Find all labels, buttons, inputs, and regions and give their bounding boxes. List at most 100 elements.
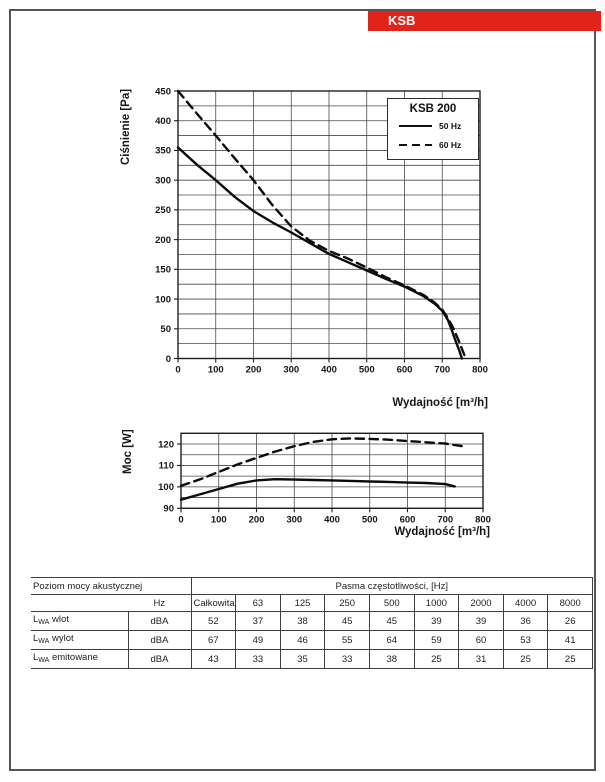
svg-text:100: 100 [155, 294, 171, 305]
svg-text:600: 600 [397, 365, 413, 376]
table-row-outlet: LWA wylot dBA 67 49 46 55 64 59 60 53 41 [31, 630, 593, 650]
table-cell: 38 [369, 649, 415, 669]
svg-text:500: 500 [359, 365, 375, 376]
table-cell: 39 [414, 611, 460, 631]
svg-text:0: 0 [175, 365, 180, 376]
svg-text:600: 600 [400, 514, 416, 525]
band-header: 125 [280, 594, 326, 612]
table-cell: 25 [414, 649, 460, 669]
table-cell: 33 [324, 649, 370, 669]
table-row-inlet: LWA wlot dBA 52 37 38 45 45 39 39 36 26 [31, 611, 593, 631]
svg-text:110: 110 [159, 461, 174, 472]
table-cell: 36 [503, 611, 549, 631]
acoustic-power-table: Poziom mocy akustycznej Pasma częstotliw… [31, 577, 594, 669]
svg-text:350: 350 [155, 146, 171, 157]
flow-axis-title-1: Wydajność [m³/h] [392, 397, 488, 409]
band-header: Całkowita [191, 594, 237, 612]
legend-title: KSB 200 [409, 103, 457, 115]
svg-text:300: 300 [283, 365, 299, 376]
legend-label-50hz: 50 Hz [439, 121, 462, 131]
svg-text:400: 400 [321, 365, 337, 376]
svg-text:800: 800 [475, 514, 491, 525]
table-title: Poziom mocy akustycznej [31, 577, 192, 595]
bands-header: Pasma częstotliwości, [Hz] [191, 577, 594, 595]
band-header: 500 [369, 594, 415, 612]
curve-50-hz [176, 146, 464, 360]
dashed-line-icon [399, 143, 432, 147]
svg-text:500: 500 [362, 514, 378, 525]
table-cell: 39 [458, 611, 504, 631]
table-cell: 67 [191, 630, 237, 650]
solid-line-icon [399, 124, 432, 128]
svg-text:300: 300 [286, 514, 302, 525]
legend-entry-50hz: 50 Hz [388, 118, 478, 134]
band-header: 63 [235, 594, 281, 612]
table-cell: 60 [458, 630, 504, 650]
flow-axis-title-2: Wydajność [m³/h] [394, 526, 490, 538]
band-header: 2000 [458, 594, 504, 612]
table-cell: 26 [547, 611, 593, 631]
svg-text:250: 250 [155, 205, 171, 216]
svg-text:150: 150 [155, 265, 171, 276]
table-cell: 45 [369, 611, 415, 631]
svg-text:120: 120 [158, 439, 174, 450]
row-label: LWA wlot [31, 611, 129, 631]
table-cell: 25 [503, 649, 549, 669]
table-cell: 46 [280, 630, 326, 650]
band-header: 8000 [547, 594, 593, 612]
svg-text:0: 0 [166, 354, 171, 365]
svg-text:200: 200 [249, 514, 265, 525]
svg-text:100: 100 [208, 365, 224, 376]
table-cell: 43 [191, 649, 237, 669]
table-cell: 33 [235, 649, 281, 669]
brand-label: KSB [388, 13, 416, 28]
svg-text:100: 100 [158, 482, 174, 493]
svg-text:0: 0 [178, 514, 183, 525]
table-cell: 41 [547, 630, 593, 650]
chart-legend: KSB 200 50 Hz 60 Hz [387, 98, 479, 160]
table-cell: 25 [547, 649, 593, 669]
svg-text:50: 50 [160, 324, 171, 335]
table-cell: 53 [503, 630, 549, 650]
svg-text:700: 700 [437, 514, 453, 525]
table-cell: 49 [235, 630, 281, 650]
svg-text:400: 400 [324, 514, 340, 525]
table-cell: 52 [191, 611, 237, 631]
table-cell: 55 [324, 630, 370, 650]
table-cell: 59 [414, 630, 460, 650]
svg-text:200: 200 [246, 365, 262, 376]
empty-cell [31, 595, 128, 612]
svg-text:700: 700 [434, 365, 450, 376]
table-cell: 37 [235, 611, 281, 631]
table-cell: 35 [280, 649, 326, 669]
curve-60-hz [176, 89, 467, 360]
svg-text:300: 300 [155, 175, 171, 186]
row-unit: dBA [128, 611, 192, 631]
legend-entry-60hz: 60 Hz [388, 137, 478, 153]
svg-text:450: 450 [155, 86, 171, 97]
svg-text:90: 90 [163, 504, 174, 515]
row-label: LWA emitowane [31, 649, 129, 669]
table-row-emitted: LWA emitowane dBA 43 33 35 33 38 25 31 2… [31, 649, 593, 669]
power-flow-chart: 0 100 200 300 400 500 600 700 800 90 100 110 120 [158, 432, 491, 525]
pressure-axis-title: Ciśnienie [Pa] [120, 88, 132, 165]
table-header-row-1: Poziom mocy akustycznej Pasma częstotliw… [31, 577, 594, 595]
band-header: 4000 [503, 594, 549, 612]
curve-50-hz [179, 478, 456, 501]
svg-text:100: 100 [211, 514, 227, 525]
table-header-row-2: Hz Całkowita 63 125 250 500 1000 2000 40… [31, 594, 593, 612]
svg-text:200: 200 [155, 235, 171, 246]
table-cell: 31 [458, 649, 504, 669]
row-label: LWA wylot [31, 630, 129, 650]
svg-text:800: 800 [472, 365, 488, 376]
curve-60-hz [179, 437, 464, 487]
unit-column-header: Hz [128, 594, 192, 612]
brand-header-bar: KSB [368, 11, 601, 31]
legend-label-60hz: 60 Hz [439, 140, 462, 150]
row-unit: dBA [128, 649, 192, 669]
power-axis-title: Moc [W] [122, 429, 134, 474]
table-cell: 38 [280, 611, 326, 631]
pressure-flow-chart: 0 100 200 300 400 500 600 700 800 0 50 100 150 200 250… [155, 86, 488, 376]
band-header: 250 [324, 594, 370, 612]
